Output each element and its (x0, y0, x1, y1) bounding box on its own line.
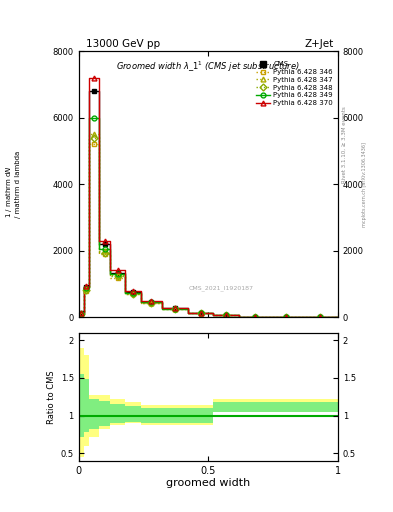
Text: 13000 GeV pp: 13000 GeV pp (86, 38, 161, 49)
Text: 1 / mathrm d$N$
/ mathrm d lambda: 1 / mathrm d$N$ / mathrm d lambda (4, 151, 21, 218)
Text: Rivet 3.1.10, ≥ 3.3M events: Rivet 3.1.10, ≥ 3.3M events (342, 106, 347, 183)
Legend: CMS, Pythia 6.428 346, Pythia 6.428 347, Pythia 6.428 348, Pythia 6.428 349, Pyt: CMS, Pythia 6.428 346, Pythia 6.428 347,… (253, 58, 336, 109)
X-axis label: groomed width: groomed width (166, 478, 250, 488)
Text: Z+Jet: Z+Jet (305, 38, 334, 49)
Text: mcplots.cern.ch [arXiv:1306.3436]: mcplots.cern.ch [arXiv:1306.3436] (362, 142, 367, 227)
Text: CMS_2021_I1920187: CMS_2021_I1920187 (189, 285, 254, 291)
Text: Groomed width $\lambda\_1^1$ (CMS jet substructure): Groomed width $\lambda\_1^1$ (CMS jet su… (116, 59, 300, 74)
Y-axis label: Ratio to CMS: Ratio to CMS (48, 370, 57, 423)
